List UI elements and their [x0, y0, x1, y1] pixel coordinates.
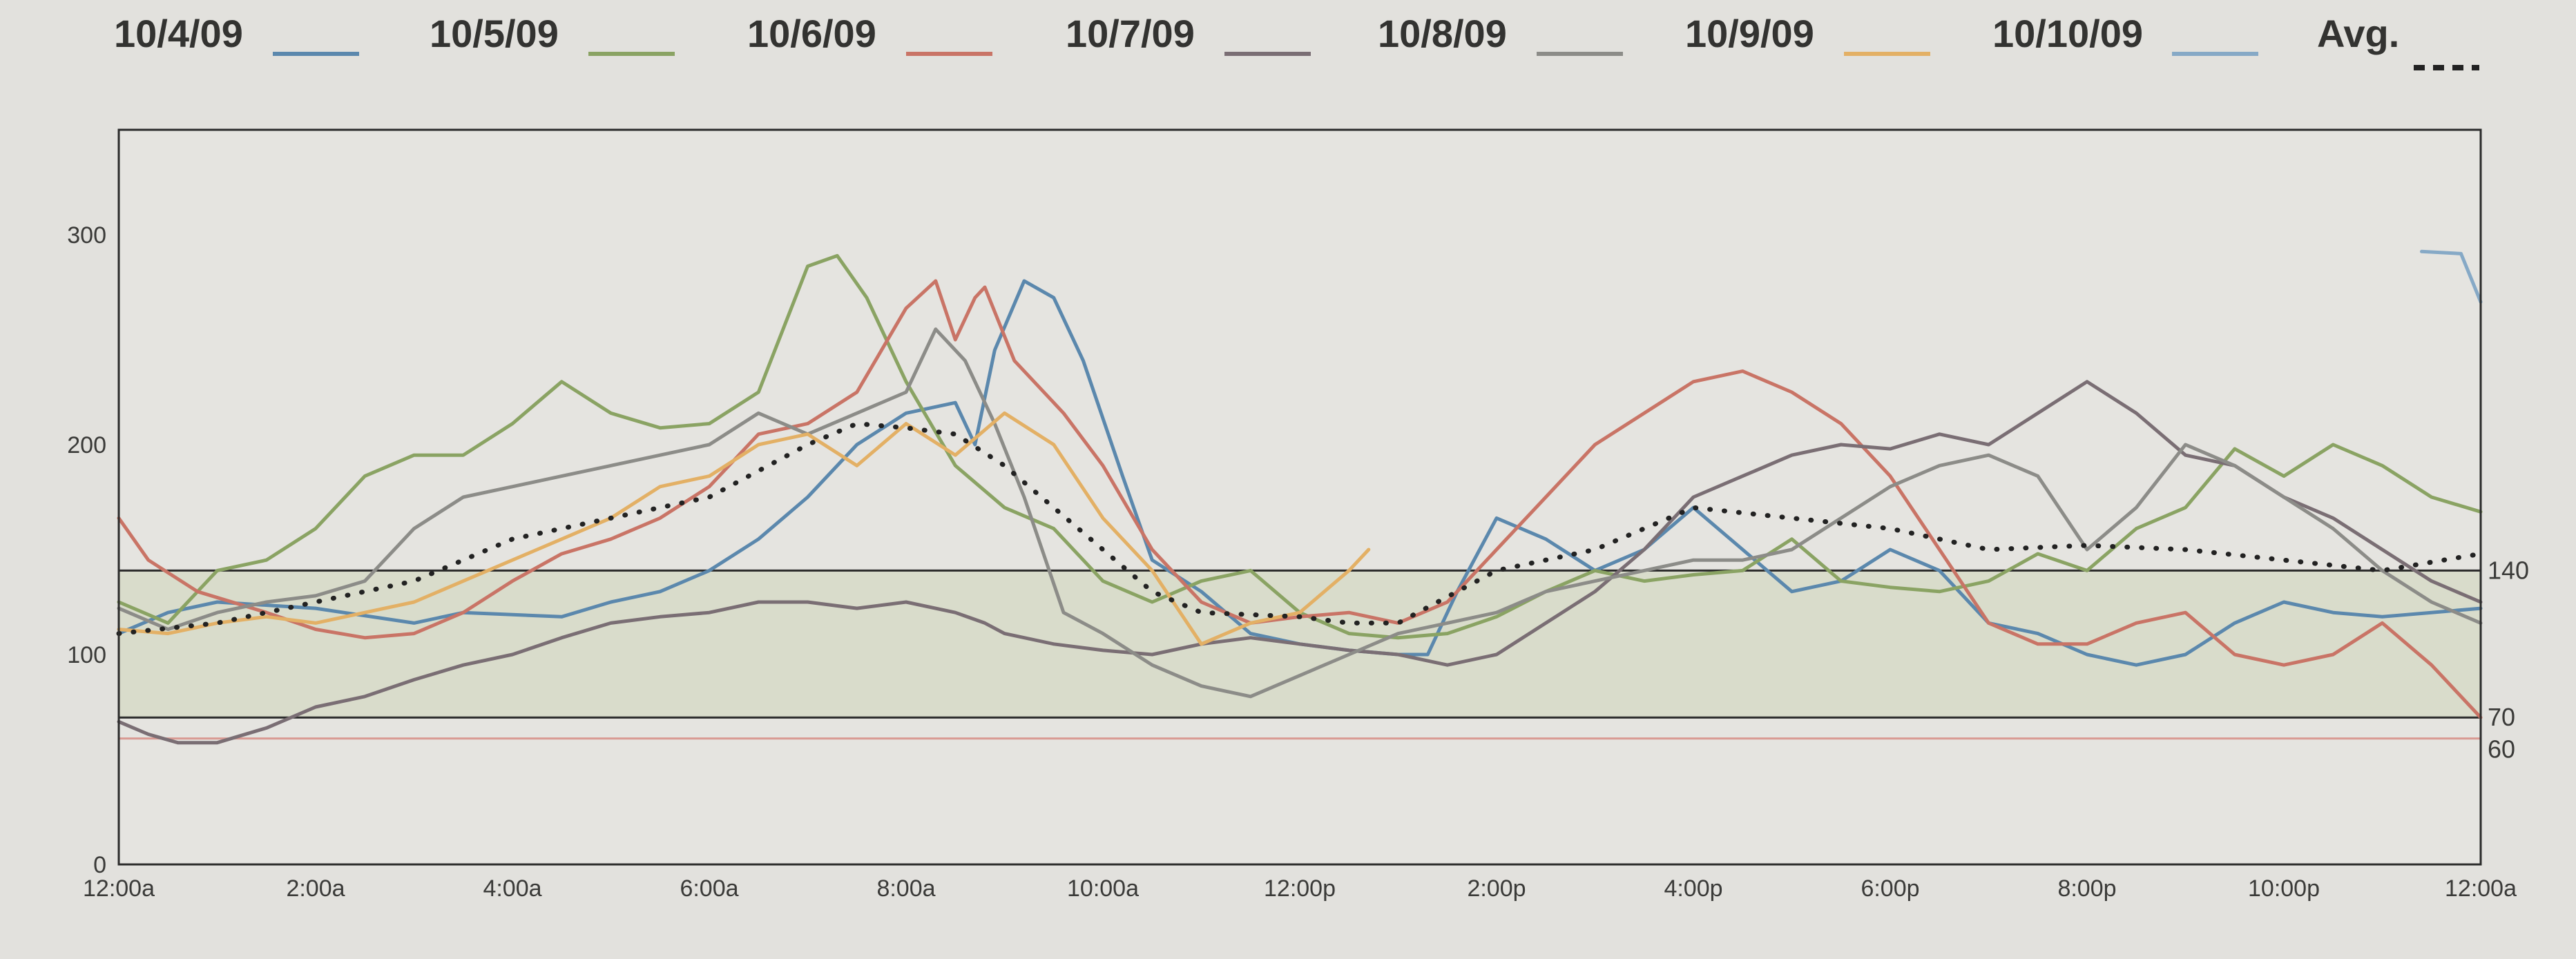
series-line-2	[117, 279, 2483, 719]
reference-label-70: 70	[2488, 703, 2515, 731]
x-tick-label: 10:00a	[1067, 875, 1139, 902]
y-tick-label: 300	[67, 222, 106, 249]
series-line-5	[117, 411, 1371, 646]
x-tick-label: 2:00a	[286, 875, 345, 902]
legend-label-0: 10/4/09	[114, 12, 243, 55]
y-tick-label: 200	[67, 432, 106, 458]
plot-frame	[117, 128, 2482, 866]
x-tick-label: 2:00p	[1467, 875, 1526, 902]
legend-label-6: 10/10/09	[1992, 12, 2143, 55]
x-tick-label: 10:00p	[2248, 875, 2320, 902]
x-tick-label: 12:00p	[1264, 875, 1336, 902]
legend: 10/4/09 10/5/09 10/6/09 10/7/09 10/8/09 10/9/…	[114, 12, 2479, 70]
legend-label-5: 10/9/09	[1685, 12, 1814, 55]
x-tick-label: 8:00a	[876, 875, 935, 902]
x-tick-label: 4:00a	[483, 875, 541, 902]
y-tick-label: 0	[93, 852, 106, 878]
reference-label-140: 140	[2488, 556, 2529, 584]
x-tick-label: 6:00a	[680, 875, 738, 902]
x-tick-label: 8:00p	[2057, 875, 2116, 902]
x-tick-label: 12:00a	[83, 875, 155, 902]
series-line-4	[117, 327, 2483, 699]
series-lines	[116, 249, 2483, 745]
y-tick-label: 100	[67, 642, 106, 668]
series-line-7	[116, 421, 2483, 637]
series-line-1	[117, 253, 2483, 640]
legend-label-3: 10/7/09	[1066, 12, 1195, 55]
reference-label-60: 60	[2488, 735, 2515, 764]
x-axis: 12:00a 2:00a 4:00a 6:00a 8:00a 10:00a 12:00p 2:…	[83, 875, 2517, 902]
plot-area	[119, 130, 2481, 864]
series-line-6	[2420, 249, 2483, 304]
series-line-3	[117, 380, 2483, 745]
legend-label-7: Avg.	[2317, 12, 2399, 55]
legend-label-1: 10/5/09	[430, 12, 559, 55]
legend-label-4: 10/8/09	[1378, 12, 1507, 55]
y-axis: 0 100 200 300	[67, 222, 106, 878]
legend-label-2: 10/6/09	[747, 12, 876, 55]
x-tick-label: 6:00p	[1861, 875, 1919, 902]
x-tick-label: 4:00p	[1664, 875, 1722, 902]
x-tick-label: 12:00a	[2445, 875, 2517, 902]
